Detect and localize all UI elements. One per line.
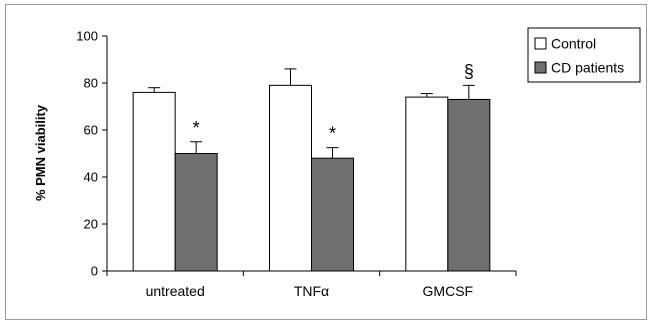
category-label: GMCSF [423,283,474,299]
y-tick-label: 40 [84,170,98,185]
bar-cd-patients-1 [311,157,354,272]
y-axis-label: % PMN viability [33,104,48,201]
y-tick-label: 60 [84,123,98,138]
legend-swatch-cd-patients [534,61,547,74]
legend-swatch-control [534,37,547,50]
legend-box [527,27,641,83]
category-label: untreated [146,283,205,299]
bar-control-0 [132,91,176,272]
significance-marker: § [464,61,474,81]
y-tick-label: 80 [84,76,98,91]
chart-frame [5,4,647,320]
bar-control-2 [405,96,449,272]
y-tick-label: 0 [91,264,98,279]
bar-cd-patients-2 [447,98,491,272]
bar-cd-patients-0 [174,153,218,272]
legend-label: Control [551,36,596,52]
plot-area: 0 20 40 60 80 100 untreated TNFα GMCSF * * § [76,29,517,299]
y-tick-label: 20 [84,217,98,232]
category-label: TNFα [294,283,329,299]
y-tick-label: 100 [76,29,98,44]
bar-control-1 [269,84,312,272]
significance-marker: * [329,124,336,144]
significance-marker: * [193,118,200,138]
legend-label: CD patients [551,60,624,76]
legend: Control CD patients [527,27,641,83]
